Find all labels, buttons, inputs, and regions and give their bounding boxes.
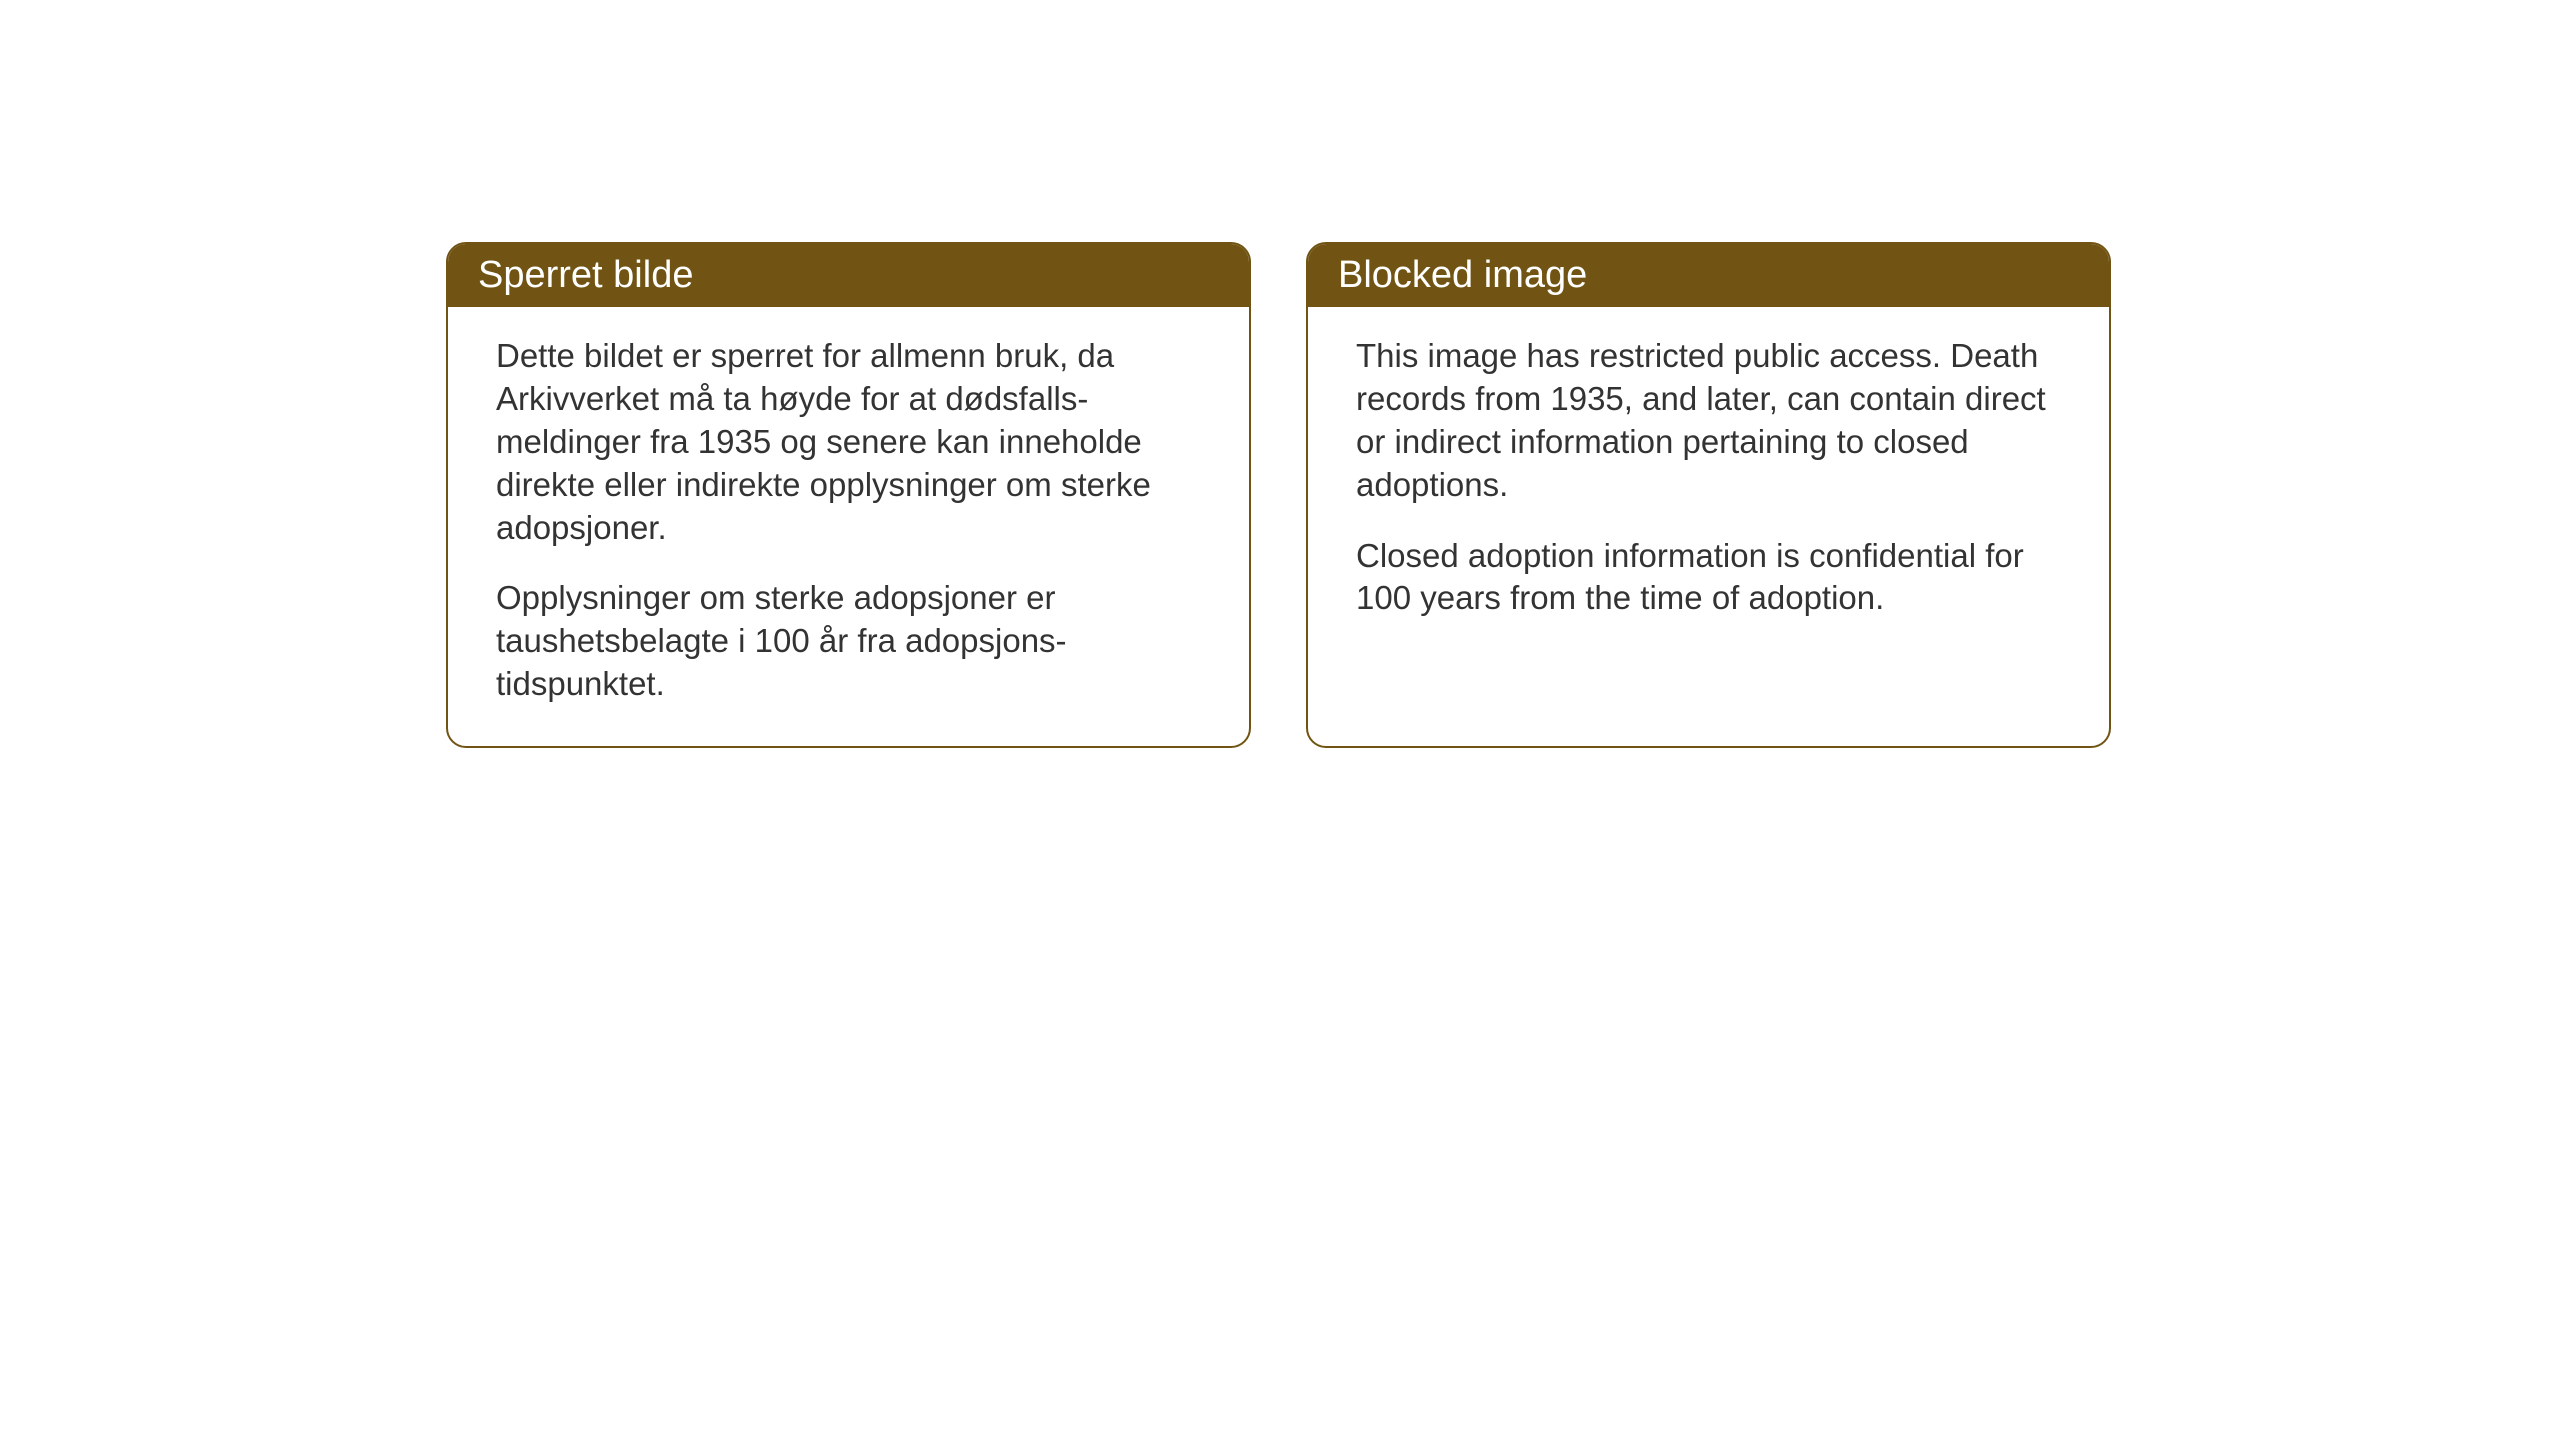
card-english: Blocked image This image has restricted … bbox=[1306, 242, 2111, 748]
card-norwegian: Sperret bilde Dette bildet er sperret fo… bbox=[446, 242, 1251, 748]
card-body-english: This image has restricted public access.… bbox=[1308, 307, 2109, 660]
card-paragraph-1-english: This image has restricted public access.… bbox=[1356, 335, 2061, 507]
card-paragraph-1-norwegian: Dette bildet er sperret for allmenn bruk… bbox=[496, 335, 1201, 549]
card-title-english: Blocked image bbox=[1338, 254, 1587, 296]
card-title-norwegian: Sperret bilde bbox=[478, 254, 693, 296]
card-paragraph-2-norwegian: Opplysninger om sterke adopsjoner er tau… bbox=[496, 577, 1201, 706]
card-body-norwegian: Dette bildet er sperret for allmenn bruk… bbox=[448, 307, 1249, 746]
card-header-norwegian: Sperret bilde bbox=[448, 244, 1249, 307]
card-header-english: Blocked image bbox=[1308, 244, 2109, 307]
cards-container: Sperret bilde Dette bildet er sperret fo… bbox=[446, 242, 2111, 748]
card-paragraph-2-english: Closed adoption information is confident… bbox=[1356, 535, 2061, 621]
